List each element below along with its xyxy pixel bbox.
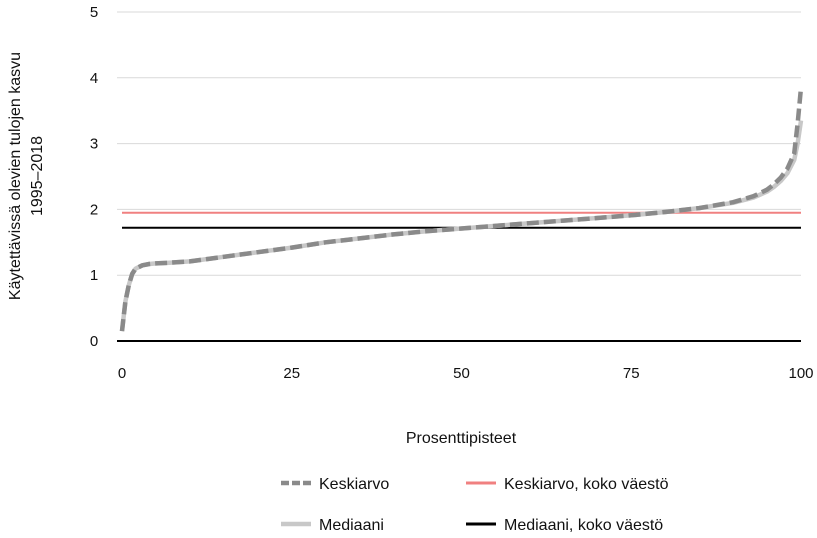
y-tick-label: 0 bbox=[90, 333, 98, 350]
x-tick-label: 0 bbox=[118, 365, 126, 382]
y-tick-label: 5 bbox=[90, 4, 98, 21]
y-tick-label: 2 bbox=[90, 201, 98, 218]
legend: Keskiarvo Keskiarvo, koko väestö Mediaani M… bbox=[281, 476, 669, 534]
series-line-mediaani bbox=[119, 120, 804, 332]
x-tick-label: 25 bbox=[283, 365, 300, 382]
y-axis-title-line-1: Käytettävissä olevien tulojen kasvu bbox=[7, 52, 24, 300]
y-axis-title-line-2: 1995–2018 bbox=[29, 136, 46, 216]
y-tick-label: 4 bbox=[90, 70, 98, 87]
series-line-keskiarvo bbox=[119, 87, 804, 332]
legend-label: Mediaani, koko väestö bbox=[504, 517, 663, 534]
y-axis-ticks: 0 1 2 3 4 5 bbox=[90, 4, 98, 350]
legend-label: Mediaani bbox=[319, 517, 384, 534]
legend-label: Keskiarvo bbox=[319, 476, 389, 493]
y-tick-label: 1 bbox=[90, 267, 98, 284]
x-tick-label: 50 bbox=[453, 365, 470, 382]
legend-item-mediaani: Mediaani bbox=[281, 517, 384, 534]
x-axis-title: Prosenttipisteet bbox=[406, 430, 517, 447]
legend-label: Keskiarvo, koko väestö bbox=[504, 476, 669, 493]
series-lines bbox=[119, 87, 804, 332]
x-tick-label: 75 bbox=[623, 365, 640, 382]
legend-item-keskiarvo-koko-v-est: Keskiarvo, koko väestö bbox=[466, 476, 669, 493]
x-axis-ticks: 0 25 50 75 100 bbox=[118, 365, 814, 382]
grid-lines bbox=[117, 11, 801, 276]
legend-item-mediaani-koko-v-est: Mediaani, koko väestö bbox=[466, 517, 663, 534]
x-tick-label: 100 bbox=[788, 365, 813, 382]
y-tick-label: 3 bbox=[90, 136, 98, 153]
legend-item-keskiarvo: Keskiarvo bbox=[281, 476, 389, 493]
